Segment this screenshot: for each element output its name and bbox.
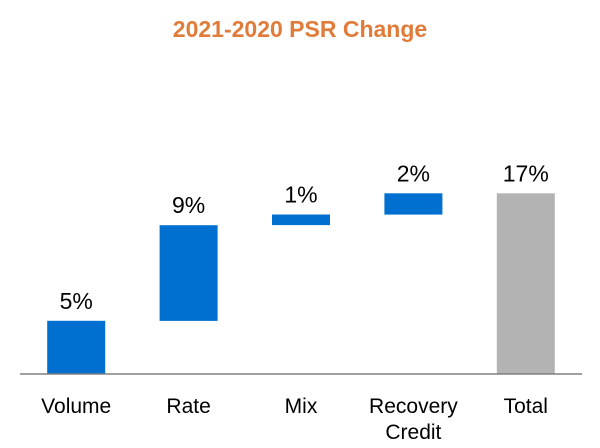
data-label-recovery-credit: 2%: [397, 160, 430, 186]
bar-recovery-credit: [384, 193, 443, 215]
category-label-mix: Mix: [285, 395, 318, 418]
data-label-volume: 5%: [60, 288, 93, 314]
data-label-mix: 1%: [284, 182, 317, 208]
bar-volume: [47, 320, 106, 374]
category-labels-group: Volume Rate Mix Recovery Credit Total: [41, 395, 548, 444]
bar-total: [496, 193, 555, 374]
chart-title: 2021-2020 PSR Change: [173, 16, 427, 42]
category-label-total: Total: [504, 395, 548, 418]
category-label-rate: Rate: [166, 395, 210, 418]
data-labels-group: 5% 9% 1% 2% 17%: [60, 160, 549, 313]
data-label-rate: 9%: [172, 192, 205, 218]
bars-group: [47, 193, 555, 374]
data-label-total: 17%: [503, 160, 549, 186]
category-label-volume: Volume: [41, 395, 111, 418]
bar-rate: [159, 225, 218, 321]
bar-mix: [272, 214, 330, 226]
category-label-recovery-credit: Recovery Credit: [369, 395, 458, 444]
